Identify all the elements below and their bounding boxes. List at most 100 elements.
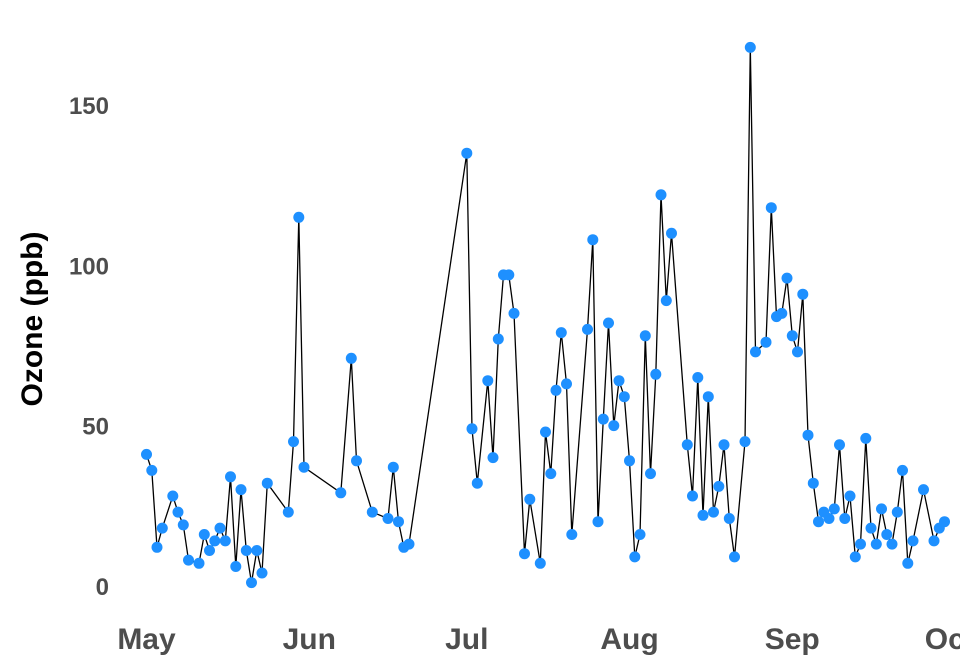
data-point xyxy=(524,493,536,505)
data-point xyxy=(834,439,845,451)
data-point xyxy=(918,484,929,496)
x-axis-ticks: May Jun Jul Aug Sep Oct xyxy=(117,623,960,656)
data-point xyxy=(240,545,252,556)
x-tick-label: Sep xyxy=(765,623,820,656)
data-point xyxy=(739,436,751,448)
series-points xyxy=(141,41,950,589)
data-point xyxy=(634,529,646,540)
data-point xyxy=(792,346,803,358)
data-point xyxy=(692,372,704,383)
x-tick-label: Jun xyxy=(283,623,336,656)
series-line xyxy=(145,47,946,583)
data-point xyxy=(776,307,788,319)
y-tick-label: 0 xyxy=(96,574,109,601)
data-point xyxy=(723,513,735,524)
data-point xyxy=(702,391,714,403)
data-point xyxy=(345,352,357,364)
data-point xyxy=(587,234,599,246)
data-point xyxy=(282,506,294,518)
data-point xyxy=(907,535,919,547)
x-tick-label: Aug xyxy=(600,623,658,656)
data-point xyxy=(288,436,299,448)
x-tick-label: Oct xyxy=(925,623,960,656)
data-point xyxy=(382,513,394,524)
data-point xyxy=(629,551,641,563)
data-point xyxy=(729,551,740,563)
data-point xyxy=(219,535,231,547)
data-point xyxy=(534,557,546,569)
data-point xyxy=(461,147,473,159)
data-point xyxy=(151,541,163,553)
data-point xyxy=(844,490,856,502)
data-point xyxy=(466,423,478,435)
data-point xyxy=(813,516,824,528)
data-point xyxy=(482,375,494,387)
data-point xyxy=(555,327,567,339)
data-point xyxy=(618,391,630,403)
data-point xyxy=(471,477,483,489)
data-point xyxy=(765,202,777,214)
data-point xyxy=(172,506,184,518)
data-point xyxy=(351,455,362,467)
data-point xyxy=(204,545,215,556)
data-point xyxy=(681,439,693,451)
data-point xyxy=(519,548,530,560)
data-point xyxy=(561,378,572,390)
data-point xyxy=(750,346,761,358)
data-point xyxy=(718,439,730,451)
data-point xyxy=(335,487,347,499)
data-point xyxy=(855,538,866,550)
data-point xyxy=(582,323,593,335)
data-point xyxy=(687,490,698,502)
data-point xyxy=(603,317,614,329)
data-point xyxy=(393,516,404,528)
data-point xyxy=(697,509,709,521)
data-point xyxy=(214,522,226,534)
y-axis-ticks: 0 50 100 150 xyxy=(69,93,109,601)
data-point xyxy=(198,529,210,540)
y-tick-label: 50 xyxy=(82,414,109,441)
data-point xyxy=(298,461,310,473)
data-point xyxy=(183,554,194,566)
x-tick-label: May xyxy=(117,623,176,656)
y-tick-label: 150 xyxy=(69,93,109,120)
data-point xyxy=(939,516,950,528)
data-point xyxy=(902,557,914,569)
data-point xyxy=(713,480,725,492)
data-point xyxy=(828,503,840,515)
data-point xyxy=(870,538,882,550)
data-point xyxy=(891,506,903,518)
data-point xyxy=(246,577,257,589)
data-point xyxy=(503,269,515,281)
data-point xyxy=(146,464,158,476)
y-tick-label: 100 xyxy=(69,253,109,280)
data-point xyxy=(802,429,814,441)
data-point xyxy=(403,538,415,550)
data-point xyxy=(639,330,651,342)
data-point xyxy=(293,211,305,223)
x-tick-label: Jul xyxy=(445,623,488,656)
data-point xyxy=(655,189,667,201)
data-point xyxy=(508,307,520,319)
data-point xyxy=(550,384,562,396)
data-point xyxy=(235,484,247,496)
data-point xyxy=(865,522,877,534)
data-point xyxy=(650,368,662,380)
data-point xyxy=(876,503,887,515)
data-point xyxy=(487,452,499,464)
data-point xyxy=(881,529,893,540)
data-point xyxy=(540,426,551,438)
data-point xyxy=(230,561,242,572)
data-point xyxy=(886,538,898,550)
data-point xyxy=(823,513,835,524)
data-point xyxy=(209,535,221,547)
data-point xyxy=(807,477,819,489)
data-point xyxy=(366,506,378,518)
data-point xyxy=(786,330,798,342)
data-point xyxy=(167,490,179,502)
data-point xyxy=(660,295,672,307)
data-point xyxy=(645,468,656,480)
data-point xyxy=(666,227,677,239)
data-point xyxy=(624,455,635,467)
